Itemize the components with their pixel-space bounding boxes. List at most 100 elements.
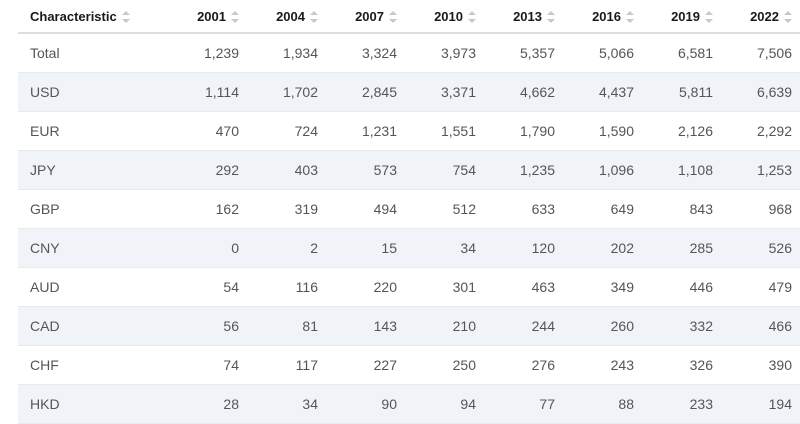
table-cell: 3,371 — [405, 72, 484, 112]
table-row: AUD 54 116 220 301 463 349 446 479 — [18, 267, 800, 307]
table-cell: 2,292 — [721, 111, 800, 151]
column-header-label: 2019 — [671, 8, 700, 24]
table-cell: 326 — [642, 345, 721, 385]
table-cell: 754 — [405, 150, 484, 190]
table-cell: 260 — [563, 306, 642, 346]
table-cell: 403 — [247, 150, 326, 190]
table-header-row: Characteristic 2001 2004 2007 2010 2013 … — [18, 0, 800, 34]
table-cell: 220 — [326, 267, 405, 307]
table-cell: 120 — [484, 228, 563, 268]
table-cell: 116 — [247, 267, 326, 307]
table-cell: 250 — [405, 345, 484, 385]
table-cell: 1,114 — [168, 72, 247, 112]
sort-icon[interactable] — [705, 11, 713, 24]
table-cell: 332 — [642, 306, 721, 346]
sort-icon[interactable] — [121, 11, 130, 24]
table-cell: 6,639 — [721, 72, 800, 112]
table-cell: 349 — [563, 267, 642, 307]
table-cell: 494 — [326, 189, 405, 229]
column-header-2013[interactable]: 2013 — [484, 0, 563, 34]
table-cell: 194 — [721, 384, 800, 424]
table-cell: 0 — [168, 228, 247, 268]
table-cell: 243 — [563, 345, 642, 385]
row-label-cell: EUR — [18, 111, 168, 151]
table-cell: 1,590 — [563, 111, 642, 151]
column-header-2001[interactable]: 2001 — [168, 0, 247, 34]
table-cell: 143 — [326, 306, 405, 346]
table-cell: 1,790 — [484, 111, 563, 151]
column-header-characteristic[interactable]: Characteristic — [18, 0, 168, 34]
table-cell: 117 — [247, 345, 326, 385]
data-table: Characteristic 2001 2004 2007 2010 2013 … — [18, 0, 800, 424]
table-cell: 202 — [563, 228, 642, 268]
table-cell: 162 — [168, 189, 247, 229]
table-cell: 2,845 — [326, 72, 405, 112]
table-cell: 1,253 — [721, 150, 800, 190]
table-cell: 5,357 — [484, 33, 563, 73]
table-cell: 1,702 — [247, 72, 326, 112]
table-cell: 4,662 — [484, 72, 563, 112]
table-cell: 301 — [405, 267, 484, 307]
table-cell: 210 — [405, 306, 484, 346]
column-header-label: 2016 — [592, 8, 621, 24]
table-cell: 94 — [405, 384, 484, 424]
table-cell: 3,324 — [326, 33, 405, 73]
sort-icon[interactable] — [310, 11, 318, 24]
table-cell: 292 — [168, 150, 247, 190]
row-label-cell: USD — [18, 72, 168, 112]
row-label-cell: GBP — [18, 189, 168, 229]
table-cell: 4,437 — [563, 72, 642, 112]
sort-icon[interactable] — [389, 11, 397, 24]
row-label-cell: CNY — [18, 228, 168, 268]
table-cell: 1,934 — [247, 33, 326, 73]
table-cell: 390 — [721, 345, 800, 385]
table-cell: 227 — [326, 345, 405, 385]
sort-icon[interactable] — [784, 11, 792, 24]
column-header-label: 2013 — [513, 8, 542, 24]
table-cell: 54 — [168, 267, 247, 307]
table-row: CNY 0 2 15 34 120 202 285 526 — [18, 228, 800, 268]
table-cell: 34 — [405, 228, 484, 268]
table-cell: 88 — [563, 384, 642, 424]
table-cell: 2,126 — [642, 111, 721, 151]
table-cell: 463 — [484, 267, 563, 307]
table-cell: 1,096 — [563, 150, 642, 190]
table-cell: 244 — [484, 306, 563, 346]
table-cell: 1,235 — [484, 150, 563, 190]
sort-icon[interactable] — [626, 11, 634, 24]
sort-icon[interactable] — [547, 11, 555, 24]
table-cell: 233 — [642, 384, 721, 424]
column-header-2007[interactable]: 2007 — [326, 0, 405, 34]
table-row: JPY 292 403 573 754 1,235 1,096 1,108 1,… — [18, 150, 800, 190]
column-header-2022[interactable]: 2022 — [721, 0, 800, 34]
table-cell: 15 — [326, 228, 405, 268]
table-cell: 77 — [484, 384, 563, 424]
table-cell: 34 — [247, 384, 326, 424]
table-cell: 81 — [247, 306, 326, 346]
table-cell: 724 — [247, 111, 326, 151]
table-cell: 1,231 — [326, 111, 405, 151]
table-cell: 968 — [721, 189, 800, 229]
data-table-container: Characteristic 2001 2004 2007 2010 2013 … — [18, 0, 800, 424]
column-header-2016[interactable]: 2016 — [563, 0, 642, 34]
table-cell: 526 — [721, 228, 800, 268]
column-header-label: Characteristic — [30, 8, 117, 24]
column-header-2010[interactable]: 2010 — [405, 0, 484, 34]
row-label-cell: CHF — [18, 345, 168, 385]
table-cell: 6,581 — [642, 33, 721, 73]
column-header-2019[interactable]: 2019 — [642, 0, 721, 34]
sort-icon[interactable] — [468, 11, 476, 24]
table-row: CAD 56 81 143 210 244 260 332 466 — [18, 306, 800, 346]
table-row: Total 1,239 1,934 3,324 3,973 5,357 5,06… — [18, 33, 800, 73]
sort-icon[interactable] — [231, 11, 239, 24]
table-row: GBP 162 319 494 512 633 649 843 968 — [18, 189, 800, 229]
table-cell: 843 — [642, 189, 721, 229]
column-header-2004[interactable]: 2004 — [247, 0, 326, 34]
table-cell: 3,973 — [405, 33, 484, 73]
table-cell: 90 — [326, 384, 405, 424]
table-cell: 2 — [247, 228, 326, 268]
column-header-label: 2022 — [750, 8, 779, 24]
column-header-label: 2010 — [434, 8, 463, 24]
table-cell: 1,239 — [168, 33, 247, 73]
row-label-cell: Total — [18, 33, 168, 73]
